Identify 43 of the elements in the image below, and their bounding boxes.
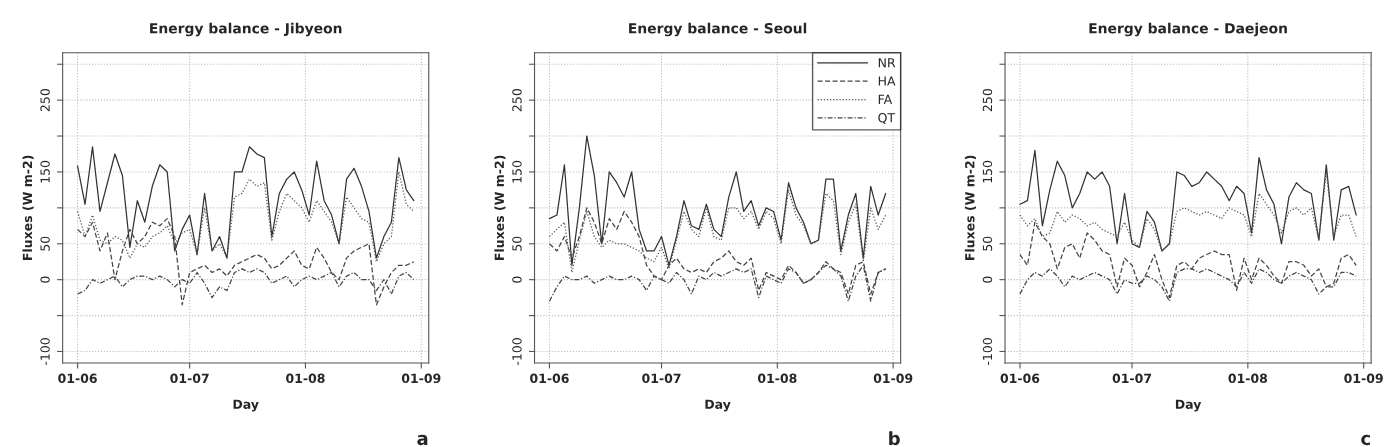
- x-tick-label: 01-08: [757, 373, 797, 384]
- y-axis-title: Fluxes (W m-2): [22, 155, 34, 260]
- legend-label: HA: [878, 76, 896, 86]
- y-tick-label: 150: [40, 160, 50, 183]
- x-tick-label: 01-06: [58, 373, 97, 384]
- x-tick-label: 01-08: [286, 373, 325, 384]
- x-tick-label: 01-08: [1228, 373, 1268, 384]
- y-tick-label: 250: [40, 89, 50, 112]
- chart-title: Energy balance - Daejeon: [1089, 22, 1287, 37]
- x-tick-label: 01-07: [170, 373, 209, 384]
- y-tick-label: 0: [40, 276, 50, 283]
- x-tick-label: 01-09: [401, 373, 441, 384]
- x-tick-label: 01-06: [530, 373, 569, 384]
- y-tick-label: 250: [982, 89, 993, 112]
- x-axis-title: Day: [233, 399, 259, 412]
- legend-label: FA: [878, 94, 893, 104]
- y-tick-label: -100: [982, 338, 993, 366]
- y-tick-label: 0: [982, 276, 993, 283]
- y-tick-label: 50: [40, 236, 50, 251]
- x-tick-label: 01-09: [1344, 373, 1383, 384]
- y-axis-title: Fluxes (W m-2): [494, 155, 506, 260]
- x-tick-label: 01-07: [642, 373, 681, 384]
- legend-label: QT: [878, 113, 896, 124]
- y-tick-label: 0: [512, 276, 522, 283]
- x-axis-title: Day: [705, 399, 731, 412]
- y-tick-label: 50: [512, 236, 522, 251]
- x-tick-label: 01-06: [1000, 373, 1040, 384]
- text: c: [1361, 434, 1370, 446]
- legend-label: NR: [878, 58, 896, 68]
- y-tick-label: 250: [512, 89, 522, 112]
- x-tick-label: 01-07: [1112, 373, 1152, 384]
- y-tick-label: 50: [982, 236, 993, 251]
- text: b: [889, 431, 900, 446]
- y-tick-label: 150: [982, 160, 993, 183]
- chart-title: Energy balance - Jibyeon: [150, 22, 342, 37]
- text: a: [417, 434, 428, 446]
- y-tick-label: -100: [512, 338, 522, 366]
- y-tick-label: 150: [512, 160, 522, 183]
- y-axis-title: Fluxes (W m-2): [964, 155, 976, 260]
- chart-title: Energy balance - Seoul: [629, 22, 807, 37]
- y-tick-label: -100: [40, 338, 50, 366]
- x-axis-title: Day: [1175, 399, 1202, 412]
- x-tick-label: 01-09: [873, 373, 913, 384]
